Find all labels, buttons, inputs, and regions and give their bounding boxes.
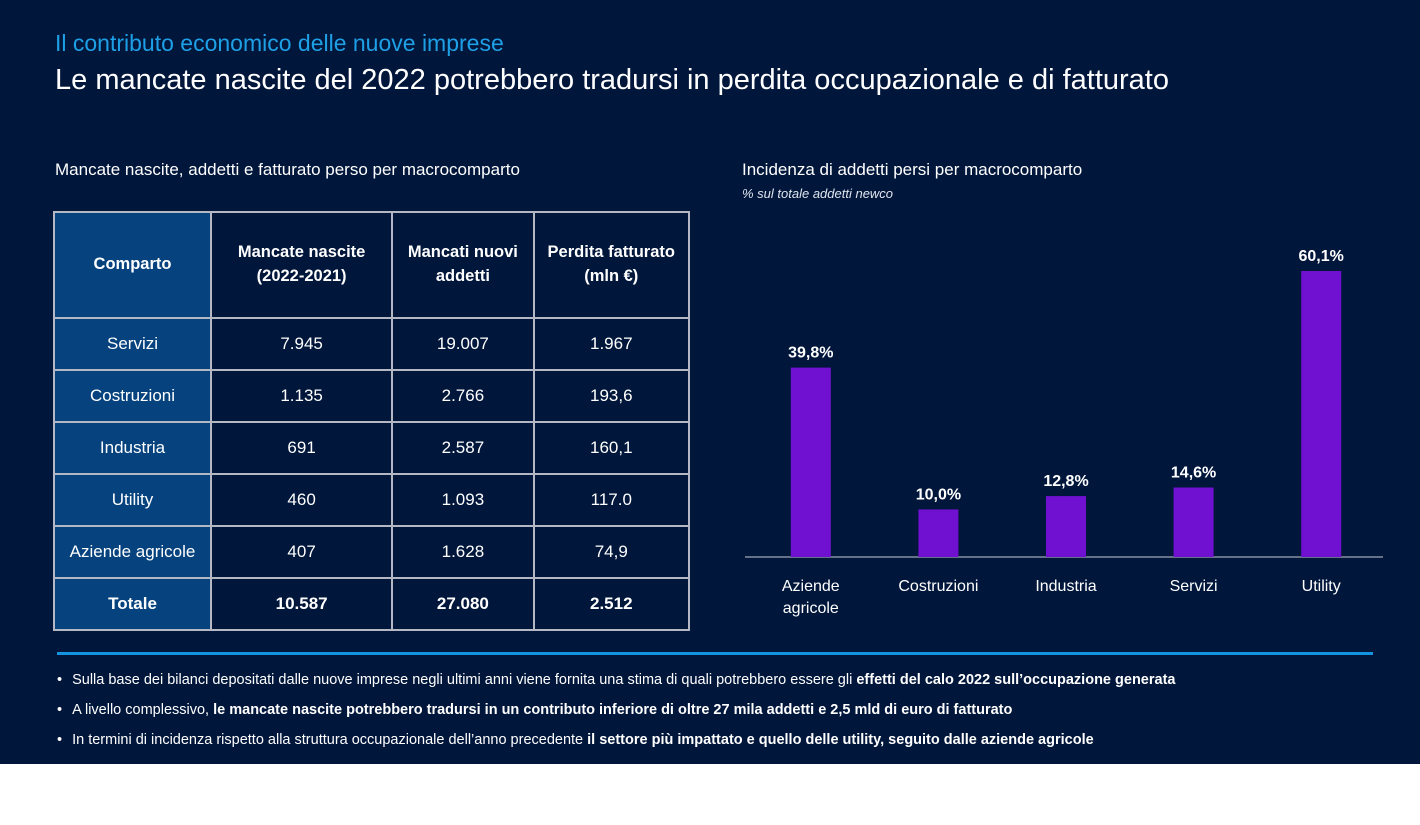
data-label: 39,8% [788,345,833,362]
x-tick-label: Utility [1302,578,1341,595]
table-title: Mancate nascite, addetti e fatturato per… [55,160,520,179]
bullet-item: • A livello complessivo, le mancate nasci… [57,702,1013,718]
table-cell: 7.945 [209,317,394,371]
x-tick-label: Aziende agricole [782,578,840,617]
table-cell: 27.080 [391,577,535,631]
table-row: Industria 691 2.587 160,1 [53,421,691,475]
table-row: Costruzioni 1.135 2.766 193,6 [53,369,691,423]
table-cell: Utility [53,473,212,527]
table-cell: Totale [53,577,212,631]
col-header: Mancati nuovi addetti [391,211,535,319]
bar-utility [1301,271,1342,557]
table-row: Utility 460 1.093 117.0 [53,473,691,527]
bar-chart: 39,8% Aziende agricole 10,0% Costruzioni 12,8… [745,248,1383,617]
bullet-item: • In termini di incidenza rispetto alla s… [57,732,1094,748]
col-header: Comparto [53,211,212,319]
bar-costruzioni [918,509,959,557]
data-label: 10,0% [916,486,961,503]
bar-servizi [1173,487,1214,557]
table-cell: 1.628 [391,525,535,579]
data-label: 14,6% [1171,465,1216,482]
x-tick-label: Costruzioni [898,578,978,595]
col-header: Mancate nascite (2022-2021) [209,211,394,319]
table-cell: 2.766 [391,369,535,423]
table-cell: 74,9 [532,525,691,579]
table-cell: Aziende agricole [53,525,212,579]
data-label: 12,8% [1043,473,1088,490]
table-cell: 19.007 [391,317,535,371]
table-row: Servizi 7.945 19.007 1.967 [53,317,691,371]
table-cell: 1.093 [391,473,535,527]
data-label: 60,1% [1299,248,1344,265]
table-cell: Industria [53,421,212,475]
table-cell: 160,1 [532,421,691,475]
divider [57,652,1373,655]
table-cell: 1.135 [209,369,394,423]
bar-industria [1046,496,1086,557]
table-cell: Costruzioni [53,369,212,423]
table-row: Aziende agricole 407 1.628 74,9 [53,525,691,579]
bullet-item: • Sulla base dei bilanci depositati dalle… [57,672,1176,688]
table-cell: 407 [209,525,394,579]
data-table: Comparto Mancate nascite (2022-2021) Man… [53,211,691,631]
slide-title: Le mancate nascite del 2022 potrebbero t… [55,64,1169,96]
slide-kicker: Il contributo economico delle nuove impr… [55,30,504,56]
table-cell: Servizi [53,317,212,371]
table-cell: 193,6 [532,369,691,423]
table-total-row: Totale 10.587 27.080 2.512 [53,577,691,631]
table-cell: 117.0 [532,473,691,527]
col-header: Perdita fatturato (mln €) [532,211,691,319]
table-cell: 460 [209,473,394,527]
table-cell: 2.587 [391,421,535,475]
table-cell: 691 [209,421,394,475]
x-tick-label: Servizi [1170,578,1218,595]
chart-subtitle: % sul totale addetti newco [742,186,894,201]
chart-title: Incidenza di addetti persi per macrocomp… [742,160,1083,179]
table-cell: 2.512 [532,577,691,631]
table-header-row: Comparto Mancate nascite (2022-2021) Man… [53,211,691,319]
slide: Il contributo economico delle nuove impr… [0,0,1420,764]
x-tick-label: Industria [1035,578,1096,595]
bullet-list: • Sulla base dei bilanci depositati dalle… [57,672,1175,762]
bar-aziende-agricole [790,367,831,557]
table-cell: 1.967 [532,317,691,371]
table-cell: 10.587 [209,577,394,631]
